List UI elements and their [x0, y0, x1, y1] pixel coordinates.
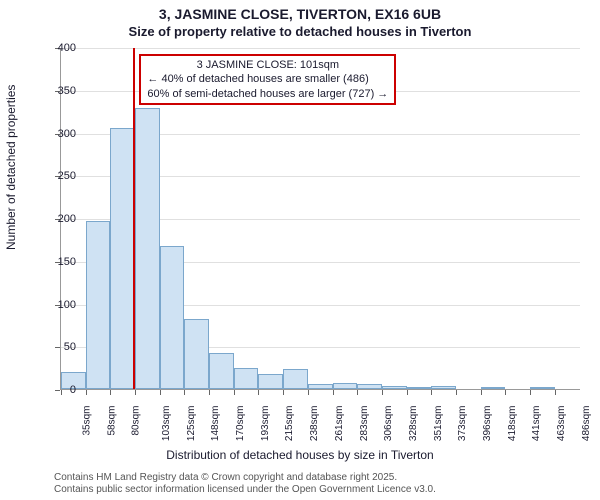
- y-axis-label: Number of detached properties: [4, 85, 18, 250]
- x-tick: [505, 390, 506, 395]
- chart-title-line1: 3, JASMINE CLOSE, TIVERTON, EX16 6UB: [0, 6, 600, 22]
- x-tick-label: 283sqm: [359, 406, 370, 442]
- histogram-bar: [110, 128, 135, 389]
- x-tick: [110, 390, 111, 395]
- histogram-bar: [308, 384, 333, 389]
- histogram-bar: [234, 368, 259, 389]
- footer-attribution: Contains HM Land Registry data © Crown c…: [54, 472, 436, 496]
- histogram-bar: [86, 221, 111, 389]
- y-tick-label: 50: [64, 341, 76, 353]
- x-tick-label: 373sqm: [457, 406, 468, 442]
- x-tick-label: 351sqm: [433, 406, 444, 442]
- histogram-bar: [357, 384, 382, 389]
- x-tick-label: 148sqm: [210, 406, 221, 442]
- x-tick-label: 238sqm: [309, 406, 320, 442]
- x-tick-label: 486sqm: [581, 406, 592, 442]
- histogram-bar: [135, 108, 160, 389]
- annotation-line2: ← 40% of detached houses are smaller (48…: [147, 72, 388, 86]
- x-tick: [258, 390, 259, 395]
- histogram-bar: [530, 387, 555, 389]
- chart-title-line2: Size of property relative to detached ho…: [0, 24, 600, 39]
- histogram-bar: [283, 369, 308, 389]
- x-tick: [382, 390, 383, 395]
- x-tick: [530, 390, 531, 395]
- x-tick-label: 125sqm: [186, 406, 197, 442]
- histogram-bar: [258, 374, 283, 389]
- y-tick: [55, 347, 60, 348]
- x-tick-label: 35sqm: [82, 406, 93, 436]
- x-tick-label: 58sqm: [106, 406, 117, 436]
- plot-area: 3 JASMINE CLOSE: 101sqm← 40% of detached…: [60, 48, 580, 390]
- x-tick: [333, 390, 334, 395]
- x-tick: [555, 390, 556, 395]
- chart-container: 3, JASMINE CLOSE, TIVERTON, EX16 6UB Siz…: [0, 0, 600, 500]
- y-tick-label: 200: [58, 213, 76, 225]
- y-tick-label: 250: [58, 170, 76, 182]
- y-tick: [55, 390, 60, 391]
- x-tick: [431, 390, 432, 395]
- y-tick-label: 0: [70, 384, 76, 396]
- x-tick: [160, 390, 161, 395]
- x-tick-label: 306sqm: [383, 406, 394, 442]
- x-tick-label: 215sqm: [285, 406, 296, 442]
- x-tick: [283, 390, 284, 395]
- x-tick-label: 328sqm: [408, 406, 419, 442]
- x-tick: [209, 390, 210, 395]
- x-tick-label: 441sqm: [531, 406, 542, 442]
- y-tick-label: 400: [58, 42, 76, 54]
- grid-line: [61, 48, 580, 49]
- x-axis-label: Distribution of detached houses by size …: [0, 448, 600, 462]
- x-tick: [234, 390, 235, 395]
- x-tick-label: 261sqm: [334, 406, 345, 442]
- y-tick-label: 300: [58, 128, 76, 140]
- x-tick-label: 463sqm: [556, 406, 567, 442]
- annotation-line3: 60% of semi-detached houses are larger (…: [147, 87, 388, 101]
- histogram-bar: [407, 387, 432, 389]
- x-tick: [456, 390, 457, 395]
- x-tick: [481, 390, 482, 395]
- footer-line1: Contains HM Land Registry data © Crown c…: [54, 472, 436, 484]
- x-tick-label: 418sqm: [507, 406, 518, 442]
- x-tick: [357, 390, 358, 395]
- y-tick-label: 350: [58, 85, 76, 97]
- footer-line2: Contains public sector information licen…: [54, 484, 436, 496]
- histogram-bar: [209, 353, 234, 389]
- histogram-bar: [481, 387, 506, 389]
- histogram-bar: [333, 383, 358, 389]
- histogram-bar: [431, 386, 456, 389]
- x-tick-label: 396sqm: [482, 406, 493, 442]
- y-tick-label: 100: [58, 299, 76, 311]
- annotation-callout: 3 JASMINE CLOSE: 101sqm← 40% of detached…: [139, 54, 396, 105]
- x-tick: [184, 390, 185, 395]
- property-marker-line: [133, 48, 135, 389]
- histogram-bar: [160, 246, 185, 389]
- x-tick: [61, 390, 62, 395]
- x-tick: [135, 390, 136, 395]
- x-tick-label: 80sqm: [131, 406, 142, 436]
- y-tick-label: 150: [58, 256, 76, 268]
- x-tick: [308, 390, 309, 395]
- x-tick: [407, 390, 408, 395]
- histogram-bar: [382, 386, 407, 389]
- histogram-bar: [184, 319, 209, 389]
- x-tick-label: 103sqm: [161, 406, 172, 442]
- x-tick: [86, 390, 87, 395]
- x-tick-label: 193sqm: [260, 406, 271, 442]
- x-tick-label: 170sqm: [235, 406, 246, 442]
- annotation-line1: 3 JASMINE CLOSE: 101sqm: [147, 58, 388, 72]
